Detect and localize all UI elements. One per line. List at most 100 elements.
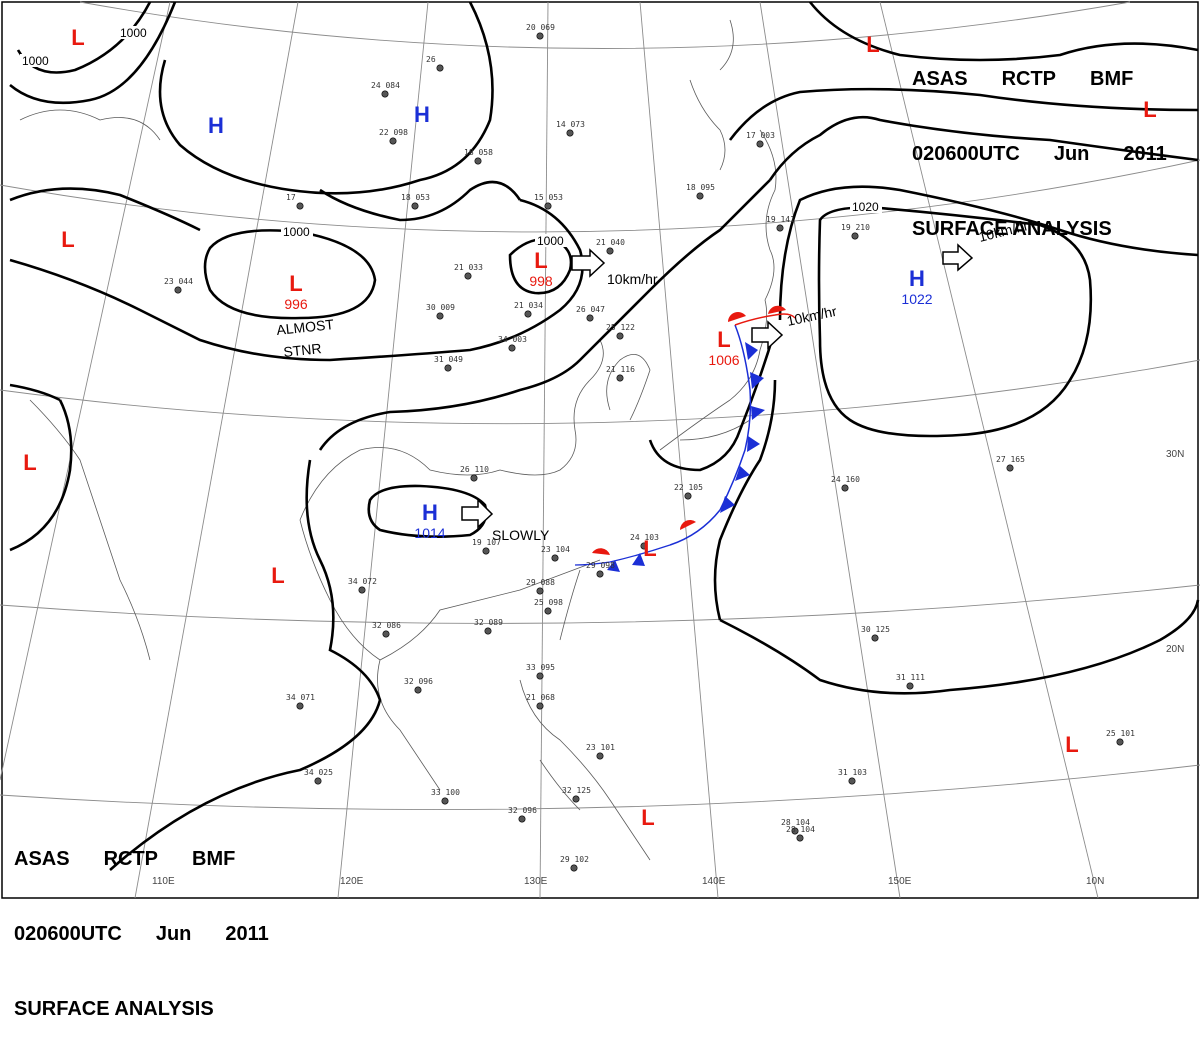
station-circle-icon [616, 332, 624, 340]
station-circle-icon [566, 129, 574, 137]
high-pressure-label: H [208, 113, 224, 138]
low-pressure-label: L [534, 248, 547, 273]
isobar-label: 1000 [283, 225, 310, 239]
station-value: 20 069 [526, 23, 555, 32]
header-station: RCTP [1001, 68, 1057, 90]
station-circle-icon [596, 570, 604, 578]
station-value: 21 034 [514, 301, 543, 310]
movement-label: 10km/hr [607, 271, 658, 287]
station-circle-icon [684, 492, 692, 500]
station-circle-icon [776, 224, 784, 232]
station-circle-icon [640, 542, 648, 550]
station-value: 19 210 [841, 223, 870, 232]
station-circle-icon [572, 795, 580, 803]
movement-label: STNR [283, 340, 323, 360]
axis-label: 150E [888, 876, 912, 887]
station-circle-icon [1116, 738, 1124, 746]
station-circle-icon [524, 310, 532, 318]
fronts [574, 305, 796, 572]
station-value: 23 044 [164, 277, 193, 286]
station-circle-icon [906, 682, 914, 690]
station-circle-icon [296, 702, 304, 710]
station-value: 25 101 [1106, 729, 1135, 738]
header-product: ASAS [912, 68, 968, 90]
station-circle-icon [796, 834, 804, 842]
station-circle-icon [841, 484, 849, 492]
station-value: 23 104 [541, 545, 570, 554]
surface-analysis-map: 110E 120E 130E 140E 150E 10N 20N 30N [0, 1, 1200, 899]
station-value: 22 105 [674, 483, 703, 492]
station-circle-icon [544, 202, 552, 210]
station-value: 32 096 [508, 806, 537, 815]
station-circle-icon [536, 672, 544, 680]
station-value: 17 [286, 193, 296, 202]
low-pressure-label: L [271, 563, 284, 588]
header-row-2: 020600UTC Jun 2011 [912, 142, 1167, 167]
header-row-1: ASAS RCTP BMF [912, 67, 1167, 92]
axis-label: 140E [702, 876, 726, 887]
station-circle-icon [358, 586, 366, 594]
map-frame [1, 1, 1199, 899]
axis-label: 20N [1166, 644, 1184, 655]
low-pressure-label: L [23, 450, 36, 475]
station-circle-icon [436, 64, 444, 72]
movement-label: SLOWLY [492, 527, 550, 543]
station-value: 32 086 [372, 621, 401, 630]
station-value: 34 071 [286, 693, 315, 702]
station-value: 32 089 [474, 618, 503, 627]
station-circle-icon [414, 686, 422, 694]
low-pressure-label: L [866, 32, 879, 57]
station-circle-icon [296, 202, 304, 210]
low-pressure-label: L [71, 25, 84, 50]
station-circle-icon [411, 202, 419, 210]
station-circle-icon [464, 272, 472, 280]
station-value: 32 096 [404, 677, 433, 686]
station-circle-icon [570, 864, 578, 872]
header-code: BMF [1090, 68, 1134, 90]
central-pressure-value: 1014 [414, 525, 445, 541]
station-circle-icon [606, 247, 614, 255]
station-circle-icon [756, 140, 764, 148]
header-station: RCTP [103, 848, 159, 870]
station-circle-icon [470, 474, 478, 482]
header-title: SURFACE ANALYSIS [912, 218, 1112, 240]
station-circle-icon [482, 547, 490, 555]
header-row-1: ASAS RCTP BMF [14, 847, 269, 872]
lat-lon-grid [0, 1, 1200, 899]
central-pressure-value: 1022 [901, 291, 932, 307]
station-circle-icon [536, 32, 544, 40]
movement-arrow-icon [571, 248, 606, 278]
station-value: 14 073 [556, 120, 585, 129]
station-value: 34 003 [498, 335, 527, 344]
isobar-labels: 1000 1000 1000 1000 1020 [20, 26, 882, 248]
axis-label: 110E [152, 876, 175, 887]
axis-labels: 110E 120E 130E 140E 150E 10N 20N 30N [152, 449, 1184, 887]
header-code: BMF [192, 848, 236, 870]
station-circle-icon [382, 630, 390, 638]
station-circle-icon [848, 777, 856, 785]
isobar-label: 1000 [537, 234, 564, 248]
station-value: 18 058 [464, 148, 493, 157]
station-circle-icon [791, 827, 799, 835]
chart-header-top-right: ASAS RCTP BMF 020600UTC Jun 2011 SURFACE… [912, 17, 1167, 267]
header-time: 020600UTC [912, 143, 1020, 165]
station-value: 18 053 [401, 193, 430, 202]
station-circle-icon [536, 587, 544, 595]
isobar-label: 1000 [22, 54, 49, 68]
station-circle-icon [436, 312, 444, 320]
isobar-label: 1000 [120, 26, 147, 40]
station-value: 30 125 [861, 625, 890, 634]
station-value: 32 125 [562, 786, 591, 795]
high-pressure-label: H [422, 500, 438, 525]
stationary-front [574, 544, 671, 566]
station-value: 29 102 [560, 855, 589, 864]
high-pressure-label: H [909, 266, 925, 291]
header-time: 020600UTC [14, 923, 122, 945]
station-value: 24 103 [630, 533, 659, 542]
warm-front [734, 313, 796, 326]
station-value: 21 033 [454, 263, 483, 272]
station-circle-icon [174, 286, 182, 294]
movement-arrow-icon [942, 243, 974, 272]
station-value: 29 098 [586, 561, 615, 570]
